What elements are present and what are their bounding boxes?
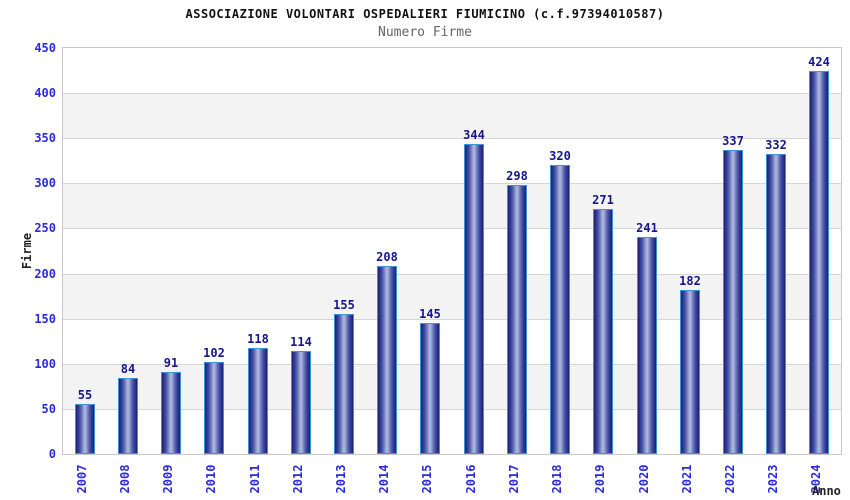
bar-value-2011: 118 [247,332,269,346]
bar-value-2014: 208 [376,250,398,264]
x-tick-2018: 2018 [550,464,564,494]
plot-band-white [63,408,841,454]
bar-2013 [334,314,354,454]
bar-value-2024: 424 [808,55,830,69]
y-tick-450: 450 [34,41,56,55]
y-tick-400: 400 [34,86,56,100]
bar-value-2019: 271 [592,193,614,207]
y-tick-250: 250 [34,221,56,235]
plot-band-gray [63,93,841,139]
y-axis-title: Firme [20,232,34,270]
bar-value-2009: 91 [163,356,179,370]
bar-2014 [377,266,397,454]
bar-2024 [809,71,829,454]
bar-value-2016: 344 [463,128,485,142]
gridline-50 [63,409,841,410]
gridline-400 [63,93,841,94]
plot-band-gray [63,363,841,409]
x-tick-2023: 2023 [766,464,780,494]
plot-band-white [63,228,841,274]
bar-value-2017: 298 [506,169,528,183]
x-tick-2021: 2021 [680,464,694,494]
bar-value-2012: 114 [290,335,312,349]
x-tick-2017: 2017 [507,464,521,494]
x-tick-2009: 2009 [161,464,175,494]
bar-2021 [680,290,700,454]
x-tick-2019: 2019 [593,464,607,494]
bar-value-2008: 84 [120,362,136,376]
bar-2007 [75,404,95,454]
bar-2022 [723,150,743,454]
gridline-350 [63,138,841,139]
x-tick-2016: 2016 [464,464,478,494]
plot-band-white [63,48,841,94]
gridline-100 [63,364,841,365]
gridline-300 [63,183,841,184]
plot-band-white [63,318,841,364]
bar-value-2023: 332 [765,138,787,152]
x-tick-2022: 2022 [723,464,737,494]
y-tick-350: 350 [34,131,56,145]
y-tick-50: 50 [41,402,56,416]
bar-2016 [464,144,484,454]
y-tick-100: 100 [34,357,56,371]
bar-2018 [550,165,570,454]
x-tick-2015: 2015 [420,464,434,494]
x-tick-2014: 2014 [377,464,391,494]
bar-value-2020: 241 [636,221,658,235]
x-tick-2010: 2010 [204,464,218,494]
bar-2019 [593,209,613,454]
plot-band-gray [63,183,841,229]
gridline-250 [63,228,841,229]
gridline-200 [63,274,841,275]
x-tick-2011: 2011 [248,464,262,494]
chart-subtitle: Numero Firme [378,25,472,40]
chart-title: ASSOCIAZIONE VOLONTARI OSPEDALIERI FIUMI… [185,7,665,21]
bar-2015 [420,323,440,454]
bar-value-2015: 145 [419,307,441,321]
bar-2008 [118,378,138,454]
bar-2020 [637,237,657,454]
x-axis-title: Anno [812,484,841,498]
x-tick-2007: 2007 [75,464,89,494]
bar-2012 [291,351,311,454]
x-tick-2013: 2013 [334,464,348,494]
y-tick-300: 300 [34,176,56,190]
bar-2023 [766,154,786,454]
bar-2009 [161,372,181,454]
bar-2017 [507,185,527,454]
plot-band-gray [63,273,841,319]
bar-value-2013: 155 [333,298,355,312]
y-tick-150: 150 [34,312,56,326]
x-tick-2020: 2020 [637,464,651,494]
plot-area [62,47,842,455]
y-tick-200: 200 [34,267,56,281]
bar-value-2018: 320 [549,149,571,163]
bar-value-2021: 182 [679,274,701,288]
bar-value-2010: 102 [203,346,225,360]
y-tick-0: 0 [48,447,56,461]
plot-band-white [63,138,841,184]
gridline-150 [63,319,841,320]
x-tick-2008: 2008 [118,464,132,494]
bar-2010 [204,362,224,454]
x-tick-2012: 2012 [291,464,305,494]
bar-value-2007: 55 [77,388,93,402]
bar-2011 [248,348,268,454]
bar-value-2022: 337 [722,134,744,148]
